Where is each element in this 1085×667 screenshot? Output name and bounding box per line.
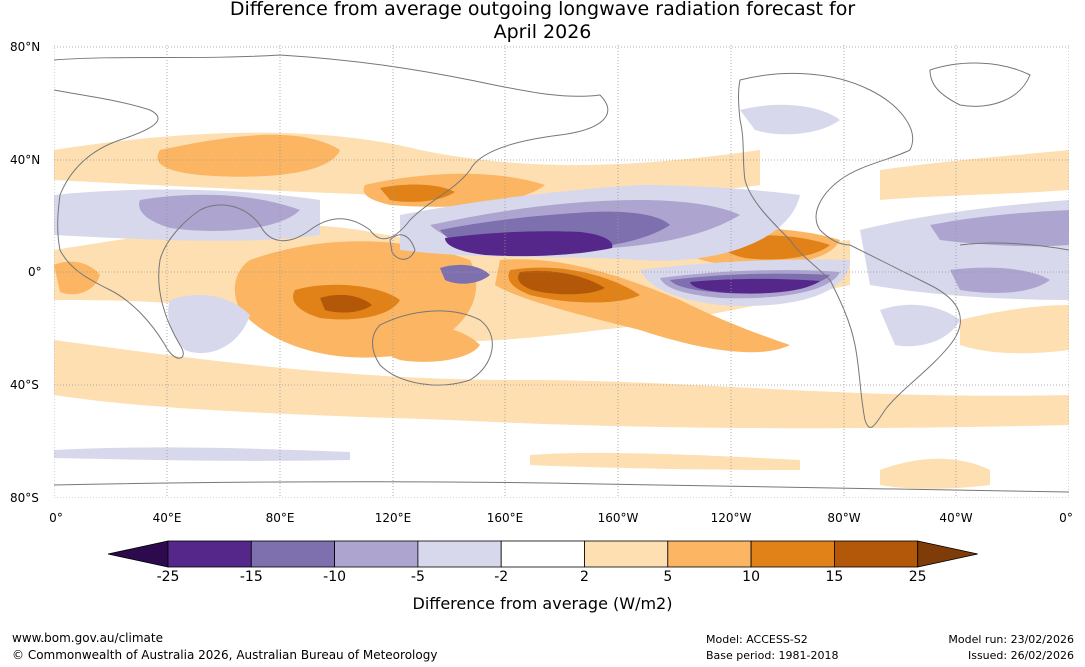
- colorbar-segment: [750, 540, 835, 568]
- lon-label-160e: 160°E: [486, 511, 524, 525]
- colorbar-segment: [334, 540, 419, 568]
- lon-label-80w: 80°W: [827, 511, 861, 525]
- lat-label-80n: 80°N: [10, 40, 41, 54]
- lat-label-40n: 40°N: [10, 153, 41, 167]
- lat-label-80s: 80°S: [10, 491, 39, 505]
- lon-label-0-left: 0°: [49, 511, 63, 525]
- colorbar-segment: [584, 540, 669, 568]
- lat-label-40s: 40°S: [10, 378, 39, 392]
- colorbar-segment: [500, 540, 585, 568]
- colorbar-segment: [417, 540, 502, 568]
- footer-model: Model: ACCESS-S2: [706, 633, 808, 646]
- graticule: [54, 45, 1069, 498]
- colorbar-segment: [167, 540, 252, 568]
- colorbar-segment: [667, 540, 752, 568]
- footer-website: www.bom.gov.au/climate: [12, 631, 163, 645]
- lon-label-40e: 40°E: [152, 511, 182, 525]
- footer-issued: Issued: 26/02/2026: [967, 649, 1074, 662]
- colorbar-tick-label: -10: [323, 569, 347, 585]
- colorbar-segment: [250, 540, 336, 568]
- lon-label-120w: 120°W: [710, 511, 752, 525]
- colorbar-tick-label: 2: [580, 569, 589, 585]
- lon-label-40w: 40°W: [939, 511, 973, 525]
- coastlines: [54, 54, 1069, 493]
- colorbar-tick-label: -2: [494, 569, 509, 585]
- colorbar-tick-label: 10: [742, 569, 761, 585]
- colorbar-tick-label: 25: [908, 569, 927, 585]
- colorbar-segment: [834, 540, 919, 568]
- colorbar-tick-label: -5: [410, 569, 425, 585]
- colorbar-label: Difference from average (W/m2): [412, 594, 673, 613]
- lon-label-80e: 80°E: [265, 511, 295, 525]
- map-title-line2: April 2026: [493, 21, 592, 43]
- colorbar-tick-label: 5: [663, 569, 673, 585]
- footer-model-run: Model run: 23/02/2026: [948, 633, 1074, 646]
- footer-base-period: Base period: 1981-2018: [706, 649, 839, 662]
- colorbar-tick-label: -25: [156, 569, 180, 585]
- colorbar-arrow-low: [107, 540, 169, 568]
- map-title-line1: Difference from average outgoing longwav…: [229, 0, 856, 20]
- lon-label-0-right: 0°: [1059, 511, 1073, 525]
- colorbar-tick-label: -15: [239, 569, 263, 585]
- colorbar-arrow-high: [917, 540, 978, 568]
- lon-label-120e: 120°E: [374, 511, 412, 525]
- lon-label-160w: 160°W: [597, 511, 639, 525]
- footer-copyright: © Commonwealth of Australia 2026, Austra…: [12, 648, 438, 662]
- lat-label-0: 0°: [28, 265, 42, 279]
- colorbar-tick-label: 15: [825, 569, 844, 585]
